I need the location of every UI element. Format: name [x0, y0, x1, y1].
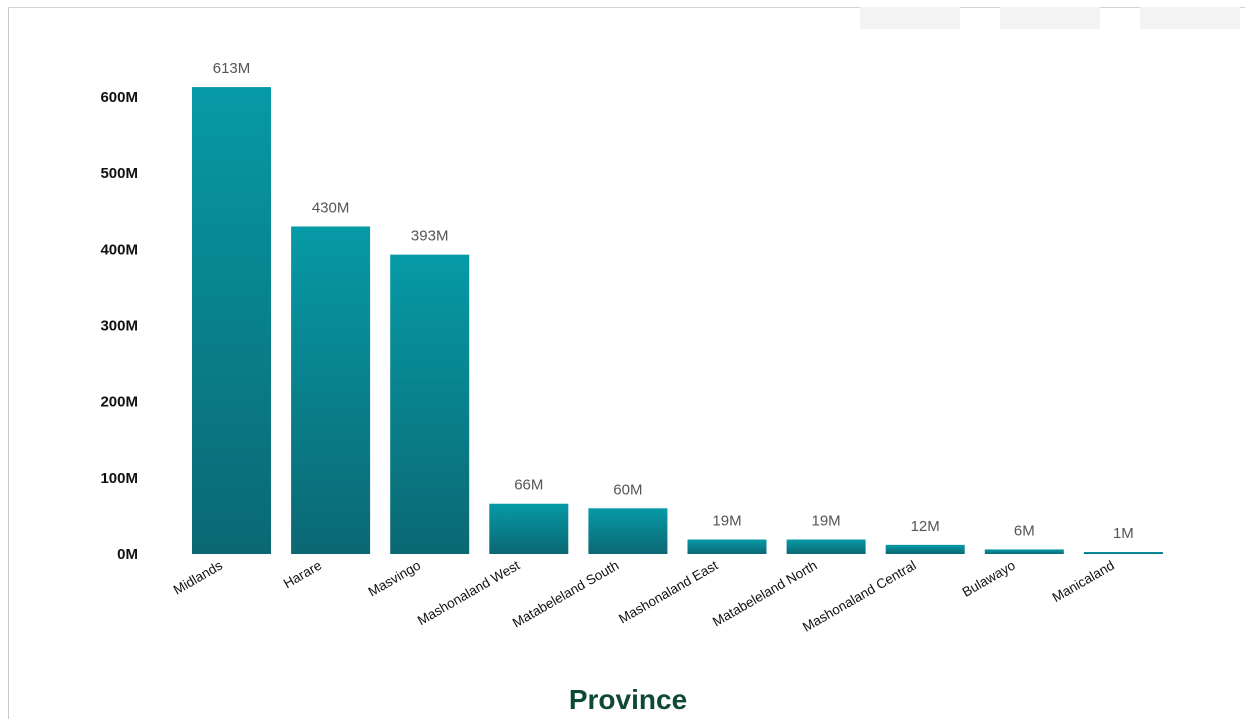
bar[interactable]: [885, 544, 965, 554]
x-tick-label: Masvingo: [366, 558, 424, 600]
data-label: 60M: [613, 481, 642, 498]
data-label: 19M: [812, 513, 841, 530]
data-labels-group: 613M 430M 393M 66M 60M 19M 19M 12M 6M 1M: [213, 60, 1134, 542]
x-tick-label: Mashonaland West: [415, 557, 523, 628]
watermark-shape: [860, 7, 960, 29]
x-tick-label: Bulawayo: [960, 558, 1018, 600]
bars-group: [192, 87, 1163, 554]
x-tick-label: Mashonaland East: [616, 557, 721, 626]
bar[interactable]: [489, 503, 569, 554]
watermark-shape: [1000, 7, 1100, 29]
bar[interactable]: [786, 539, 866, 554]
data-label: 66M: [514, 477, 543, 494]
data-label: 393M: [411, 228, 449, 245]
bar[interactable]: [192, 87, 271, 554]
watermark-shape: [1140, 7, 1240, 29]
bar[interactable]: [1083, 552, 1163, 554]
bar[interactable]: [588, 508, 668, 554]
x-tick-label: Harare: [281, 558, 324, 592]
y-tick-label: 300M: [100, 317, 138, 334]
bar[interactable]: [687, 539, 767, 554]
bar[interactable]: [984, 549, 1064, 554]
y-tick-label: 500M: [100, 165, 138, 182]
data-label: 19M: [712, 513, 741, 530]
x-tick-label: Manicaland: [1050, 558, 1117, 606]
x-axis-title: Province: [569, 684, 687, 715]
y-tick-label: 400M: [100, 241, 138, 258]
data-label: 1M: [1113, 525, 1134, 542]
data-label: 6M: [1014, 522, 1035, 539]
y-tick-label: 600M: [100, 89, 138, 106]
bar[interactable]: [291, 226, 371, 554]
data-label: 613M: [213, 60, 251, 77]
bar[interactable]: [390, 254, 470, 554]
x-tick-label: Midlands: [171, 557, 226, 597]
x-tick-label: Matabeleland South: [510, 558, 622, 631]
y-tick-label: 200M: [100, 394, 138, 411]
x-tick-label: Matabeleland North: [710, 558, 820, 630]
data-label: 12M: [911, 518, 940, 535]
data-label: 430M: [312, 199, 350, 216]
y-axis: 0M 100M 200M 300M 400M 500M 600M: [100, 89, 138, 563]
y-tick-label: 0M: [117, 546, 138, 563]
y-tick-label: 100M: [100, 470, 138, 487]
